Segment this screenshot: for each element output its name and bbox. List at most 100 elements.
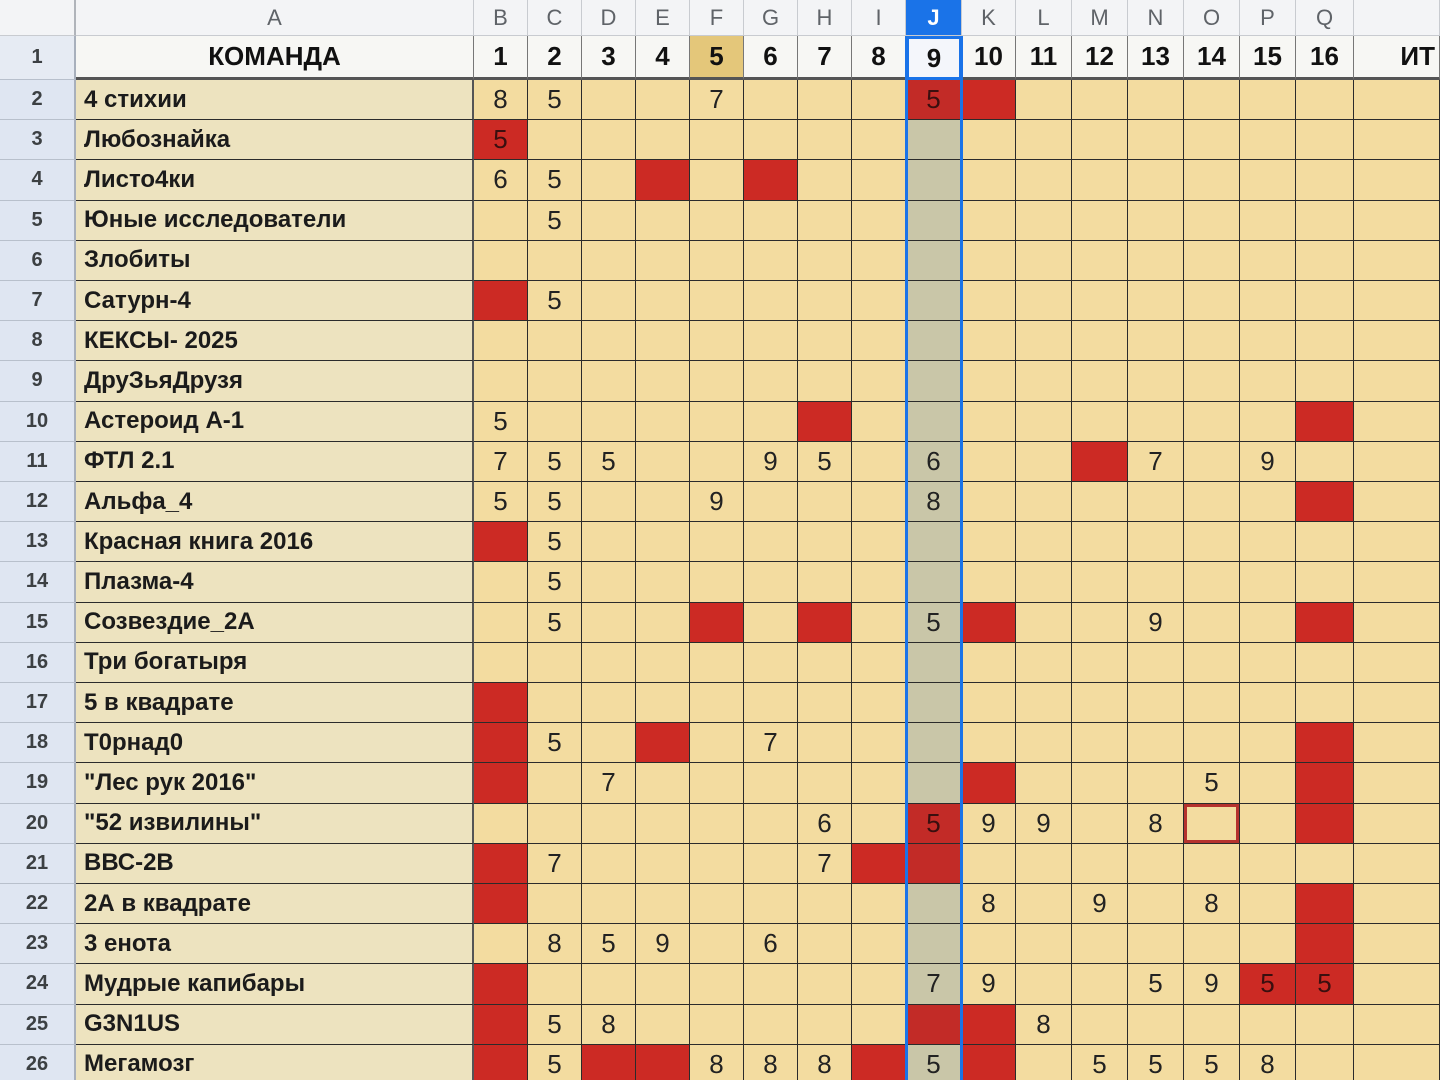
score-cell[interactable] bbox=[962, 482, 1016, 523]
score-cell[interactable] bbox=[528, 401, 582, 442]
score-cell[interactable] bbox=[1354, 482, 1440, 523]
score-cell[interactable] bbox=[1296, 160, 1354, 201]
score-cell[interactable] bbox=[690, 160, 744, 201]
score-cell[interactable] bbox=[1240, 924, 1296, 965]
score-cell[interactable] bbox=[474, 240, 528, 281]
score-cell[interactable] bbox=[474, 843, 528, 884]
team-name-cell[interactable]: Мудрые капибары bbox=[76, 964, 474, 1005]
score-cell[interactable] bbox=[962, 1044, 1016, 1080]
score-cell[interactable] bbox=[1240, 120, 1296, 161]
score-cell[interactable] bbox=[1016, 763, 1072, 804]
score-cell[interactable] bbox=[744, 562, 798, 603]
score-cell[interactable]: 9 bbox=[636, 924, 690, 965]
score-cell[interactable] bbox=[744, 763, 798, 804]
score-cell[interactable] bbox=[798, 281, 852, 322]
score-cell[interactable] bbox=[798, 160, 852, 201]
column-header-Q[interactable]: Q bbox=[1296, 0, 1354, 36]
score-cell[interactable]: 7 bbox=[906, 964, 962, 1005]
score-cell[interactable] bbox=[474, 281, 528, 322]
team-name-cell[interactable]: ФТЛ 2.1 bbox=[76, 441, 474, 482]
score-cell[interactable]: 9 bbox=[1128, 602, 1184, 643]
score-cell[interactable] bbox=[1184, 281, 1240, 322]
score-cell[interactable] bbox=[690, 120, 744, 161]
score-cell[interactable]: 9 bbox=[1184, 964, 1240, 1005]
score-cell[interactable] bbox=[1354, 522, 1440, 563]
score-cell[interactable] bbox=[582, 964, 636, 1005]
score-cell[interactable] bbox=[1354, 240, 1440, 281]
column-header-H[interactable]: H bbox=[798, 0, 852, 36]
column-header-K[interactable]: K bbox=[962, 0, 1016, 36]
score-cell[interactable] bbox=[690, 803, 744, 844]
score-cell[interactable] bbox=[1354, 361, 1440, 402]
score-cell[interactable] bbox=[1296, 281, 1354, 322]
score-cell[interactable] bbox=[636, 562, 690, 603]
score-cell[interactable] bbox=[1354, 1044, 1440, 1080]
column-header-E[interactable]: E bbox=[636, 0, 690, 36]
score-cell[interactable]: 5 bbox=[906, 803, 962, 844]
team-name-cell[interactable]: Т0рнад0 bbox=[76, 723, 474, 764]
score-cell[interactable] bbox=[852, 642, 906, 683]
score-cell[interactable] bbox=[962, 200, 1016, 241]
score-cell[interactable] bbox=[1184, 80, 1240, 121]
score-cell[interactable] bbox=[1016, 240, 1072, 281]
score-cell[interactable] bbox=[852, 843, 906, 884]
score-cell[interactable]: 9 bbox=[1240, 441, 1296, 482]
score-cell[interactable] bbox=[1354, 803, 1440, 844]
score-cell[interactable] bbox=[1240, 803, 1296, 844]
score-cell[interactable]: 9 bbox=[962, 803, 1016, 844]
score-cell[interactable] bbox=[1296, 321, 1354, 362]
score-cell[interactable] bbox=[852, 482, 906, 523]
score-cell[interactable] bbox=[474, 602, 528, 643]
round-header-ИТ[interactable]: ИТ bbox=[1354, 36, 1440, 80]
score-cell[interactable] bbox=[1296, 80, 1354, 121]
score-cell[interactable]: 8 bbox=[962, 884, 1016, 925]
row-header-21[interactable]: 21 bbox=[0, 843, 76, 884]
score-cell[interactable]: 7 bbox=[528, 843, 582, 884]
score-cell[interactable]: 8 bbox=[690, 1044, 744, 1080]
score-cell[interactable] bbox=[744, 160, 798, 201]
score-cell[interactable]: 5 bbox=[906, 1044, 962, 1080]
score-cell[interactable] bbox=[1296, 120, 1354, 161]
score-cell[interactable] bbox=[798, 120, 852, 161]
score-cell[interactable] bbox=[852, 281, 906, 322]
score-cell[interactable] bbox=[582, 522, 636, 563]
score-cell[interactable] bbox=[962, 120, 1016, 161]
score-cell[interactable] bbox=[636, 964, 690, 1005]
row-header-18[interactable]: 18 bbox=[0, 723, 76, 764]
score-cell[interactable] bbox=[744, 843, 798, 884]
score-cell[interactable] bbox=[582, 120, 636, 161]
score-cell[interactable] bbox=[1354, 281, 1440, 322]
row-header-17[interactable]: 17 bbox=[0, 683, 76, 724]
score-cell[interactable] bbox=[852, 964, 906, 1005]
team-name-cell[interactable]: G3N1US bbox=[76, 1004, 474, 1045]
score-cell[interactable] bbox=[582, 321, 636, 362]
score-cell[interactable] bbox=[1072, 321, 1128, 362]
score-cell[interactable] bbox=[1296, 361, 1354, 402]
score-cell[interactable] bbox=[690, 361, 744, 402]
row-header-16[interactable]: 16 bbox=[0, 642, 76, 683]
round-header-5[interactable]: 5 bbox=[690, 36, 744, 80]
score-cell[interactable] bbox=[582, 80, 636, 121]
score-cell[interactable] bbox=[474, 1044, 528, 1080]
score-cell[interactable] bbox=[744, 401, 798, 442]
team-name-cell[interactable]: Астероид А-1 bbox=[76, 401, 474, 442]
score-cell[interactable]: 5 bbox=[474, 120, 528, 161]
score-cell[interactable] bbox=[1128, 1004, 1184, 1045]
row-header-7[interactable]: 7 bbox=[0, 281, 76, 322]
score-cell[interactable] bbox=[582, 281, 636, 322]
score-cell[interactable] bbox=[798, 562, 852, 603]
score-cell[interactable] bbox=[906, 522, 962, 563]
score-cell[interactable] bbox=[1016, 441, 1072, 482]
score-cell[interactable] bbox=[1128, 80, 1184, 121]
score-cell[interactable]: 5 bbox=[1296, 964, 1354, 1005]
score-cell[interactable] bbox=[636, 321, 690, 362]
score-cell[interactable] bbox=[798, 240, 852, 281]
score-cell[interactable] bbox=[962, 80, 1016, 121]
row-header-19[interactable]: 19 bbox=[0, 763, 76, 804]
score-cell[interactable]: 5 bbox=[1184, 1044, 1240, 1080]
row-header-6[interactable]: 6 bbox=[0, 240, 76, 281]
score-cell[interactable] bbox=[906, 642, 962, 683]
score-cell[interactable] bbox=[798, 321, 852, 362]
score-cell[interactable] bbox=[852, 602, 906, 643]
score-cell[interactable] bbox=[852, 80, 906, 121]
